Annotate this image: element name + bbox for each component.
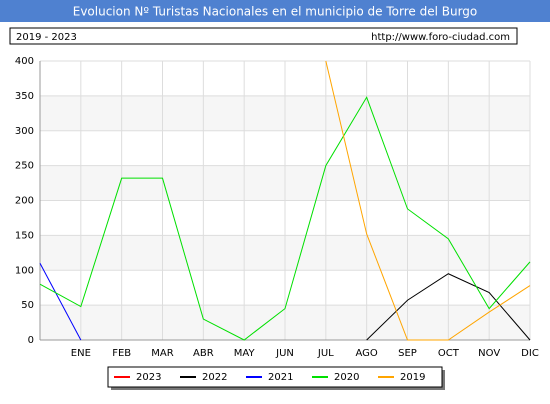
x-tick-label: MAY bbox=[234, 348, 256, 359]
y-tick-label: 400 bbox=[15, 56, 34, 67]
x-tick-label: FEB bbox=[112, 348, 131, 359]
legend-label: 2019 bbox=[400, 372, 425, 383]
y-tick-label: 0 bbox=[28, 335, 34, 346]
x-tick-label: JUN bbox=[275, 348, 294, 359]
y-tick-label: 300 bbox=[15, 126, 34, 137]
y-tick-label: 200 bbox=[15, 196, 34, 207]
x-tick-label: JUL bbox=[317, 348, 334, 359]
y-tick-label: 350 bbox=[15, 91, 34, 102]
x-tick-label: SEP bbox=[398, 348, 417, 359]
y-tick-label: 150 bbox=[15, 230, 34, 241]
legend-label: 2020 bbox=[334, 372, 359, 383]
series-line bbox=[325, 60, 531, 341]
title-bar bbox=[0, 0, 550, 22]
legend-label: 2023 bbox=[136, 372, 161, 383]
x-tick-label: NOV bbox=[478, 348, 500, 359]
legend-label: 2021 bbox=[268, 372, 293, 383]
source: http://www.foro-ciudad.com bbox=[371, 32, 510, 43]
x-tick-label: ABR bbox=[193, 348, 214, 359]
series-line bbox=[39, 96, 531, 341]
x-tick-label: MAR bbox=[151, 348, 173, 359]
y-tick-label: 250 bbox=[15, 161, 34, 172]
legend-label: 2022 bbox=[202, 372, 227, 383]
y-tick-label: 100 bbox=[15, 265, 34, 276]
x-tick-label: DIC bbox=[521, 348, 539, 359]
series-line bbox=[366, 273, 531, 341]
subtitle-box bbox=[9, 27, 518, 45]
series-line bbox=[39, 263, 82, 341]
x-tick-label: AGO bbox=[356, 348, 378, 359]
subtitle: 2019 - 2023 bbox=[16, 32, 77, 43]
x-tick-label: ENE bbox=[71, 348, 91, 359]
x-tick-label: OCT bbox=[438, 348, 460, 359]
legend bbox=[107, 366, 443, 388]
y-tick-label: 50 bbox=[21, 300, 34, 311]
chart-title: Evolucion Nº Turistas Nacionales en el m… bbox=[73, 5, 478, 19]
